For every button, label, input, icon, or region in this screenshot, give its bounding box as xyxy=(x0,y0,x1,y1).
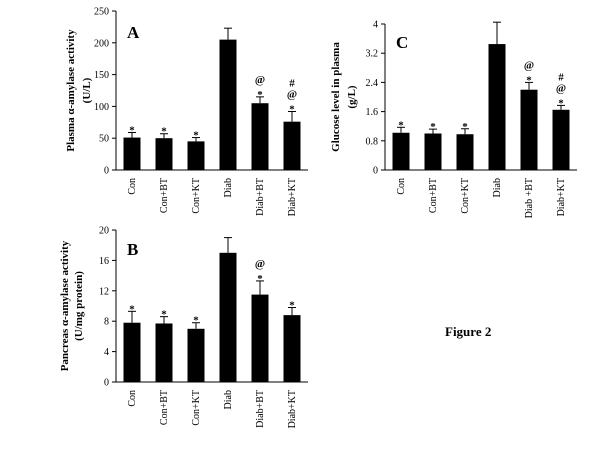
panel-b-bar xyxy=(283,315,301,382)
panel-a-significance-mark: @ xyxy=(255,74,265,86)
panel-b-category-label: Diab xyxy=(223,390,234,409)
panel-a-letter: A xyxy=(127,23,140,42)
panel-a-category-label: Con+BT xyxy=(159,178,170,213)
panel-a-bar xyxy=(155,138,173,170)
panel-c-significance-mark: * xyxy=(430,121,436,133)
panel-a-bar xyxy=(251,103,269,170)
panel-c-bar xyxy=(520,89,538,170)
panel-b-y-tick-label: 4 xyxy=(104,347,109,358)
panel-a-category-label: Con+KT xyxy=(191,178,202,214)
panel-a-y-axis-title: (U/L) xyxy=(81,77,93,103)
panel-c-category-label: Diab +BT xyxy=(524,178,535,218)
panel-c-y-tick-label: 1.6 xyxy=(366,107,379,118)
panel-b-category-label: Diab+KT xyxy=(287,390,298,428)
panel-b-y-tick-label: 0 xyxy=(104,378,109,389)
panel-a-significance-mark: * xyxy=(129,124,135,136)
panel-c-category-label: Con+KT xyxy=(460,178,471,214)
panel-c-bar xyxy=(552,109,570,170)
panel-a-y-tick-label: 200 xyxy=(94,38,109,49)
panel-c-significance-mark: @ xyxy=(524,59,534,71)
panel-c-y-tick-label: 2.4 xyxy=(366,78,379,89)
panel-c-category-label: Diab xyxy=(492,178,503,197)
panel-c-significance-mark: # xyxy=(558,71,564,83)
panel-b-significance-mark: @ xyxy=(255,258,265,270)
panel-c-bar xyxy=(488,44,506,171)
panel-c-category-label: Diab+KT xyxy=(556,178,567,216)
panel-a-bar xyxy=(219,39,237,171)
panel-a-bar xyxy=(123,137,141,170)
panel-b-bar xyxy=(187,328,205,382)
panel-a-significance-mark: * xyxy=(161,126,167,138)
panel-a-category-label: Con xyxy=(127,178,138,195)
panel-b-category-label: Con xyxy=(127,390,138,407)
panel-c-significance-mark: * xyxy=(462,121,468,133)
panel-c-letter: C xyxy=(396,33,408,52)
panel-a-category-label: Diab+KT xyxy=(287,178,298,216)
panel-c-y-tick-label: 0.8 xyxy=(366,136,379,147)
panel-c-significance-mark: @ xyxy=(556,82,566,94)
panel-a-category-label: Diab xyxy=(223,178,234,197)
panel-b-bar xyxy=(219,252,237,382)
panel-b-category-label: Con+KT xyxy=(191,390,202,426)
panel-b-significance-mark: * xyxy=(289,300,295,312)
panel-a-bar xyxy=(283,121,301,170)
panel-b-letter: B xyxy=(127,240,138,259)
panel-c-bar xyxy=(456,134,474,170)
panel-c-y-tick-label: 4 xyxy=(373,20,378,31)
panel-b-significance-mark: * xyxy=(257,273,263,285)
panel-c-y-tick-label: 0 xyxy=(373,166,378,177)
panel-a-y-tick-label: 100 xyxy=(94,102,109,113)
panel-a-category-label: Diab+BT xyxy=(255,178,266,216)
panel-b-bar xyxy=(251,294,269,382)
panel-b-y-tick-label: 8 xyxy=(104,317,109,328)
figure-label: Figure 2 xyxy=(445,324,491,339)
panel-b-significance-mark: * xyxy=(193,315,199,327)
panel-a-y-tick-label: 50 xyxy=(99,134,109,145)
panel-b-y-axis-title: Pancreas α-amylase activity xyxy=(59,240,71,371)
panel-a-significance-mark: * xyxy=(289,103,295,115)
panel-b-significance-mark: * xyxy=(161,309,167,321)
panel-c-significance-mark: * xyxy=(558,97,564,109)
panel-a-significance-mark: @ xyxy=(287,88,297,100)
panel-c-category-label: Con+BT xyxy=(428,178,439,213)
panel-a-y-tick-label: 250 xyxy=(94,7,109,18)
panel-b-y-tick-label: 12 xyxy=(99,286,109,297)
panel-b-category-label: Diab+BT xyxy=(255,390,266,428)
panel-c-y-axis-title: (g/L) xyxy=(346,85,358,109)
panel-c-y-tick-label: 3.2 xyxy=(366,49,379,60)
panel-b-y-tick-label: 16 xyxy=(99,256,109,267)
panel-b-significance-mark: * xyxy=(129,303,135,315)
panel-b-y-axis-title: (U/mg protein) xyxy=(73,271,85,341)
panel-c-significance-mark: * xyxy=(526,74,532,86)
panel-a-bar xyxy=(187,141,205,170)
panel-a-significance-mark: * xyxy=(193,130,199,142)
panel-b-bar xyxy=(155,323,173,382)
panel-b-bar xyxy=(123,322,141,382)
panel-c-category-label: Con xyxy=(396,178,407,195)
panel-a-y-tick-label: 0 xyxy=(104,166,109,177)
panel-b-y-tick-label: 20 xyxy=(99,226,109,237)
panel-a-y-tick-label: 150 xyxy=(94,70,109,81)
panel-c-y-axis-title: Glucose level in plasma xyxy=(330,42,342,152)
panel-c-bar xyxy=(424,133,442,170)
panel-b-category-label: Con+BT xyxy=(159,390,170,425)
panel-c-bar xyxy=(392,132,410,170)
panel-c-significance-mark: * xyxy=(398,119,404,131)
panel-a-significance-mark: * xyxy=(257,89,263,101)
panel-a-y-axis-title: Plasma α-amylase activity xyxy=(65,29,77,152)
panel-a-significance-mark: # xyxy=(289,77,295,89)
